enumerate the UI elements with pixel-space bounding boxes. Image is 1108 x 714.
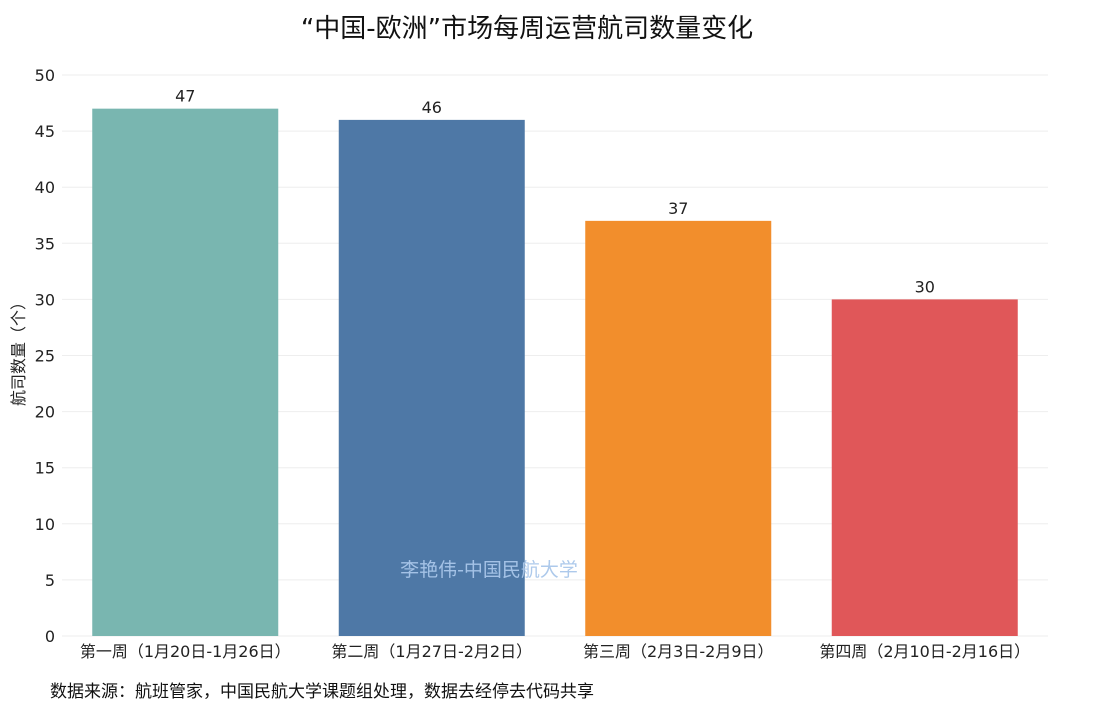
source-note: 数据来源：航班管家，中国民航大学课题组处理，数据去经停去代码共享 (50, 682, 594, 702)
chart-title: “中国-欧洲”市场每周运营航司数量变化 (301, 14, 753, 44)
y-tick-label: 45 (35, 122, 55, 141)
x-category-label: 第三周（2月3日-2月9日） (583, 642, 774, 661)
y-axis-ticks: 0 5 10 15 20 25 30 35 40 45 50 (35, 66, 55, 646)
bar (585, 220, 772, 637)
y-axis-label: 航司数量（个） (9, 294, 28, 406)
y-tick-label: 15 (35, 459, 55, 478)
y-tick-label: 20 (35, 403, 55, 422)
bar (338, 119, 525, 636)
bar-value-label: 46 (422, 98, 442, 117)
bar-series (92, 108, 1018, 637)
bar-value-label: 37 (668, 199, 688, 218)
bar (92, 108, 279, 636)
bar-value-label: 47 (175, 87, 195, 106)
y-tick-label: 50 (35, 66, 55, 85)
y-tick-label: 10 (35, 515, 55, 534)
y-tick-label: 35 (35, 234, 55, 253)
data-labels: 47 46 37 30 (175, 87, 935, 297)
bar (831, 299, 1018, 636)
bar-value-label: 30 (915, 277, 935, 296)
y-tick-label: 40 (35, 178, 55, 197)
x-category-label: 第一周（1月20日-1月26日） (80, 642, 291, 661)
x-category-label: 第二周（1月27日-2月2日） (331, 642, 532, 661)
x-category-label: 第四周（2月10日-2月16日） (819, 642, 1030, 661)
watermark-text: 李艳伟-中国民航大学 (400, 559, 578, 581)
x-axis-category-labels: 第一周（1月20日-1月26日） 第二周（1月27日-2月2日） 第三周（2月3日-… (80, 642, 1030, 661)
y-tick-label: 30 (35, 290, 55, 309)
y-tick-label: 25 (35, 347, 55, 366)
y-tick-label: 5 (45, 571, 55, 590)
y-tick-label: 0 (45, 627, 55, 646)
